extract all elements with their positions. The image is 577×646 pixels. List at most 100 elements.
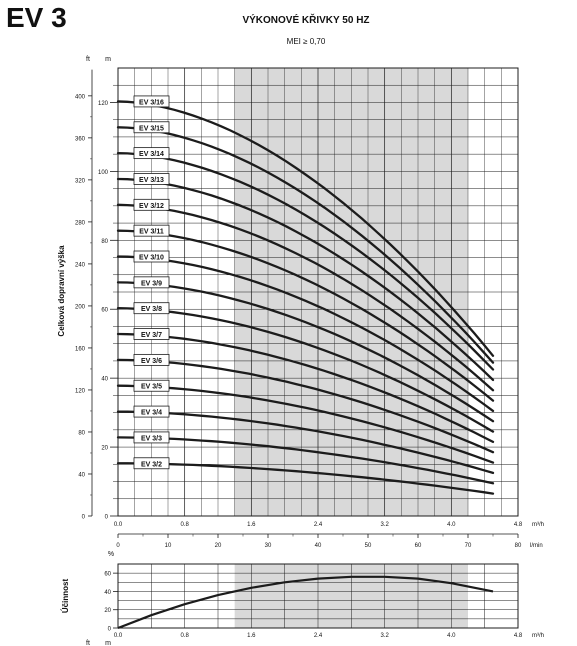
curve-label: EV 3/14	[139, 151, 164, 158]
x-axis-tick-label: 0.0	[114, 522, 123, 528]
curve-label: EV 3/10	[139, 255, 164, 262]
curve-label-box	[133, 457, 170, 470]
lmin-axis-unit-label: l/min	[530, 543, 543, 549]
curve-label-box	[133, 431, 170, 444]
unit-ft-label: ft	[86, 56, 90, 63]
head-curve	[116, 281, 495, 423]
curve-label: EV 3/12	[139, 203, 164, 210]
m-axis-tick-label: 40	[101, 377, 108, 383]
ft-axis-tick-label: 160	[75, 346, 86, 352]
eff-x-tick-label: 3.2	[380, 633, 389, 639]
curve-label-box	[133, 250, 170, 263]
eff-y-tick-label: 40	[104, 590, 111, 596]
ft-axis-tick-label: 80	[78, 430, 85, 436]
model-title: EV 3	[6, 2, 67, 33]
x-axis-tick-label: 1.6	[247, 522, 256, 528]
x-axis-tick-label: 4.0	[447, 522, 456, 528]
lmin-axis-tick-label: 80	[515, 543, 522, 549]
efficiency-curve	[117, 575, 494, 630]
curve-label-box	[133, 405, 170, 418]
head-axis-title: Celková dopravní výška	[57, 245, 66, 337]
chart-title: VÝKONOVÉ KŘIVKY 50 HZ	[242, 13, 369, 26]
ft-axis-tick-label: 320	[75, 178, 86, 184]
head-curve	[116, 255, 495, 413]
head-curve	[116, 307, 495, 433]
eff-y-tick-label: 20	[104, 608, 111, 614]
head-curve	[116, 358, 495, 454]
eff-y-tick-label: 60	[104, 572, 111, 578]
m-axis-tick-label: 100	[98, 170, 109, 176]
lmin-axis-tick-label: 40	[315, 543, 322, 549]
chart-subtitle: MEI ≥ 0,70	[287, 37, 326, 46]
head-curve	[116, 462, 495, 495]
curve-label-box	[133, 173, 170, 185]
curve-label-box	[133, 147, 170, 160]
head-curve	[116, 151, 495, 371]
m-axis-tick-label: 80	[101, 239, 108, 245]
curve-label: EV 3/13	[139, 177, 164, 184]
curve-label: EV 3/7	[141, 332, 162, 339]
curve-label: EV 3/3	[141, 435, 162, 442]
m-axis-tick-label: 20	[101, 446, 108, 452]
m-axis-tick-label: 0	[105, 515, 109, 521]
eff-x-tick-label: 4.8	[514, 633, 523, 639]
x-axis-tick-label: 2.4	[314, 522, 323, 528]
curve-label-box	[133, 198, 170, 211]
curve-label-box	[133, 328, 170, 340]
m-axis-tick-label: 60	[101, 308, 108, 314]
lmin-axis-tick-label: 20	[215, 543, 222, 549]
footer-ft-label: ft	[86, 640, 90, 646]
lmin-axis-tick-label: 30	[265, 543, 272, 549]
eff-x-tick-label: 2.4	[314, 633, 323, 639]
lmin-axis-tick-label: 70	[465, 543, 472, 549]
x-axis-tick-label: 3.2	[380, 522, 389, 528]
eff-x-tick-label: 0.8	[180, 633, 189, 639]
eff-x-tick-label: 0.0	[114, 633, 123, 639]
curve-label-box	[133, 276, 170, 289]
x-axis-tick-label: 0.8	[180, 522, 189, 528]
ft-axis-tick-label: 40	[78, 472, 85, 478]
curve-label-box	[133, 95, 170, 108]
ft-axis-tick-label: 280	[75, 220, 86, 226]
head-curve	[116, 100, 495, 357]
curve-label: EV 3/5	[141, 384, 162, 391]
lmin-axis-tick-label: 0	[116, 543, 120, 549]
head-curve	[116, 126, 495, 364]
eff-x-unit-label: m³/h	[532, 633, 544, 639]
ft-axis-tick-label: 240	[75, 262, 86, 268]
lmin-axis-tick-label: 10	[165, 543, 172, 549]
curve-label-box	[133, 379, 170, 392]
curve-label-box	[133, 121, 170, 134]
lmin-axis-tick-label: 50	[365, 543, 372, 549]
curve-label: EV 3/9	[141, 280, 162, 287]
curve-label: EV 3/8	[141, 306, 162, 313]
curve-label-box	[133, 302, 170, 315]
curve-label: EV 3/4	[141, 410, 162, 417]
x-axis-unit-label: m³/h	[532, 522, 544, 528]
eff-plot-frame	[117, 563, 519, 629]
head-curve	[116, 436, 495, 485]
curve-label: EV 3/15	[139, 125, 164, 132]
curve-label: EV 3/16	[139, 99, 164, 106]
curve-label-box	[133, 353, 170, 366]
eff-x-tick-label: 4.0	[447, 633, 456, 639]
eff-x-tick-label: 1.6	[247, 633, 256, 639]
curve-label: EV 3/11	[139, 229, 164, 236]
unit-m-label: m	[105, 56, 111, 63]
eff-axis-title: Účinnost	[61, 579, 70, 614]
efficiency-panel: 0 20 40 60 Účinnost 0.0 0.8 1.6 2.4 3.2 4.0 4.8 m³/h	[61, 563, 544, 639]
ft-axis-tick-label: 400	[75, 94, 86, 100]
curve-label: EV 3/6	[141, 358, 162, 365]
curve-label: EV 3/2	[141, 461, 162, 468]
ft-axis-tick-label: 120	[75, 388, 86, 394]
eff-y-tick-label: 0	[108, 627, 112, 633]
head-curve	[116, 384, 495, 464]
footer-m-label: m	[105, 640, 111, 646]
ft-axis-tick-label: 0	[82, 515, 86, 521]
eff-unit-label: %	[108, 551, 114, 558]
x-axis-tick-label: 4.8	[514, 522, 523, 528]
curve-label-box	[133, 224, 170, 237]
head-curve	[116, 410, 495, 475]
head-curve	[116, 332, 495, 444]
